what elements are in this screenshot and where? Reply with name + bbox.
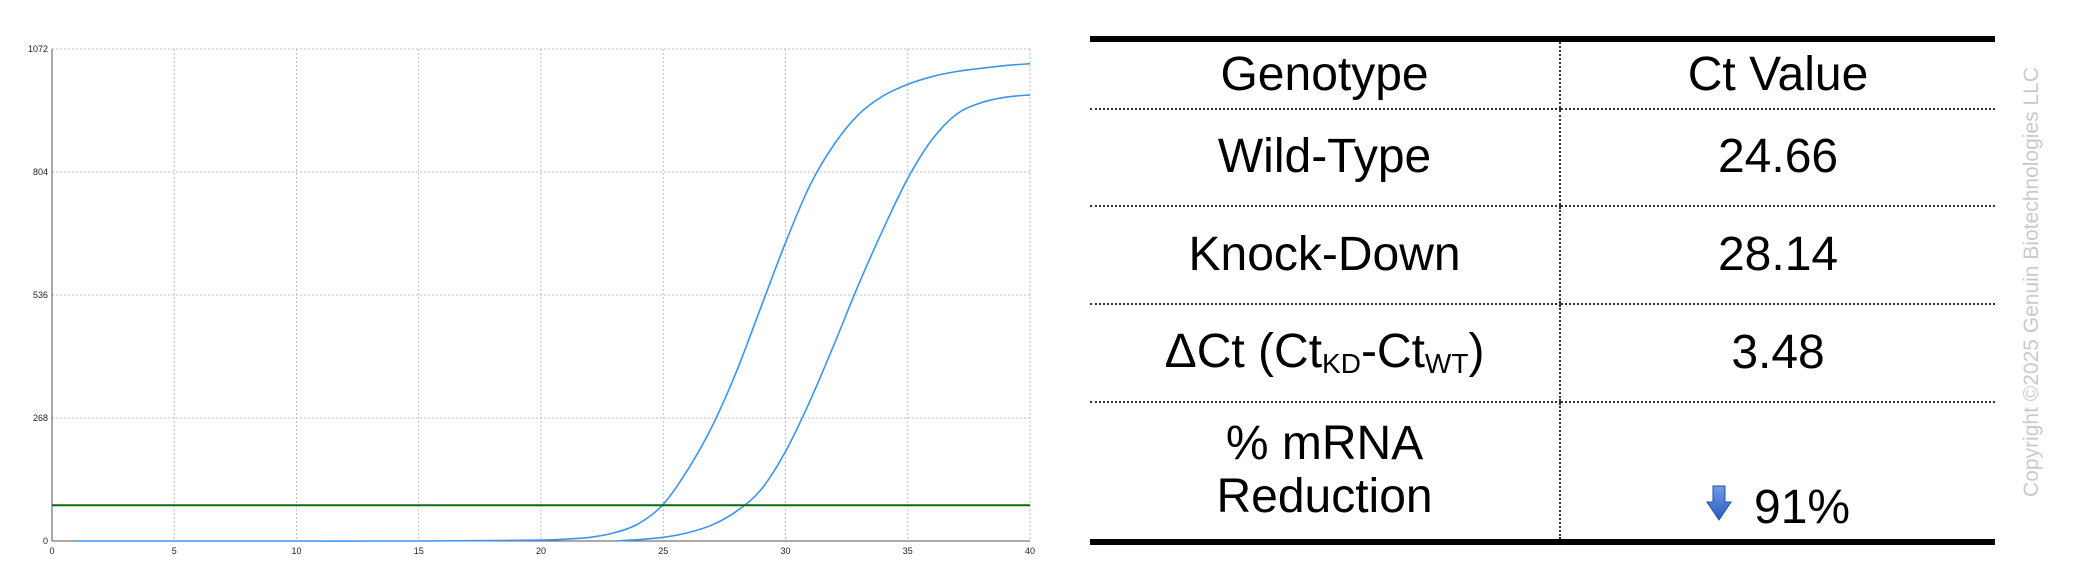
reduction-value-cell: 91% (1559, 402, 1995, 542)
y-tick-label: 536 (33, 290, 48, 300)
header-ct-value: Ct Value (1559, 39, 1995, 110)
y-tick-label: 1072 (28, 44, 48, 54)
x-tick-label: 10 (291, 546, 301, 556)
x-tick-label: 0 (49, 546, 54, 556)
ct-results-table: Genotype Ct Value Wild-Type 24.66 Knock-… (1090, 36, 1995, 545)
delta-ct-suffix: ) (1468, 325, 1485, 379)
amplification-curve-1 (76, 62, 1031, 542)
knock-down-label: Knock-Down (1090, 206, 1561, 305)
x-tick-label: 30 (780, 546, 790, 556)
x-tick-label: 20 (536, 546, 546, 556)
y-tick-label: 268 (33, 413, 48, 423)
x-tick-label: 5 (172, 546, 177, 556)
amplification-curve-2 (614, 94, 1031, 542)
qpcr-amplification-chart: 0 5 10 15 20 25 30 35 40 0 268 536 804 1072 (28, 44, 1035, 556)
knock-down-ct: 28.14 (1559, 206, 1995, 305)
table-row-knock-down: Knock-Down 28.14 (1090, 206, 1995, 305)
y-tick-label: 0 (43, 536, 48, 546)
delta-ct-value: 3.48 (1559, 304, 1995, 403)
chart-gridlines (52, 48, 1031, 541)
x-tick-label: 35 (903, 546, 913, 556)
chart-tick-labels: 0 5 10 15 20 25 30 35 40 0 268 536 804 1072 (28, 44, 1035, 556)
table-row-delta-ct: ΔCt (CtKD-CtWT) 3.48 (1090, 304, 1995, 403)
down-arrow-icon (1706, 485, 1732, 521)
reduction-label-line2: Reduction (1216, 470, 1433, 523)
reduction-label-line1: % mRNA (1225, 417, 1424, 471)
wild-type-label: Wild-Type (1090, 109, 1561, 207)
reduction-value: 91% (1754, 480, 1851, 534)
reduction-label: % mRNA Reduction (1090, 402, 1560, 542)
delta-ct-sub-wt: WT (1424, 348, 1469, 380)
delta-ct-sub-kd: KD (1322, 348, 1361, 380)
x-tick-label: 25 (658, 546, 668, 556)
header-genotype: Genotype (1090, 39, 1561, 110)
y-tick-label: 804 (33, 167, 48, 177)
delta-ct-mid: -Ct (1360, 325, 1425, 379)
wild-type-ct: 24.66 (1559, 109, 1995, 207)
table-header-row: Genotype Ct Value (1090, 39, 1995, 110)
table-row-mrna-reduction: % mRNA Reduction 91% (1090, 402, 1995, 542)
table-row-wild-type: Wild-Type 24.66 (1090, 109, 1995, 207)
chart-series (52, 62, 1031, 542)
copyright-notice: Copyright ©2025 Genuin Biotechnologies L… (2020, 67, 2043, 497)
delta-ct-prefix: ΔCt (Ct (1164, 325, 1323, 379)
x-tick-label: 40 (1025, 546, 1035, 556)
x-tick-label: 15 (414, 546, 424, 556)
delta-ct-label: ΔCt (CtKD-CtWT) (1090, 304, 1561, 403)
